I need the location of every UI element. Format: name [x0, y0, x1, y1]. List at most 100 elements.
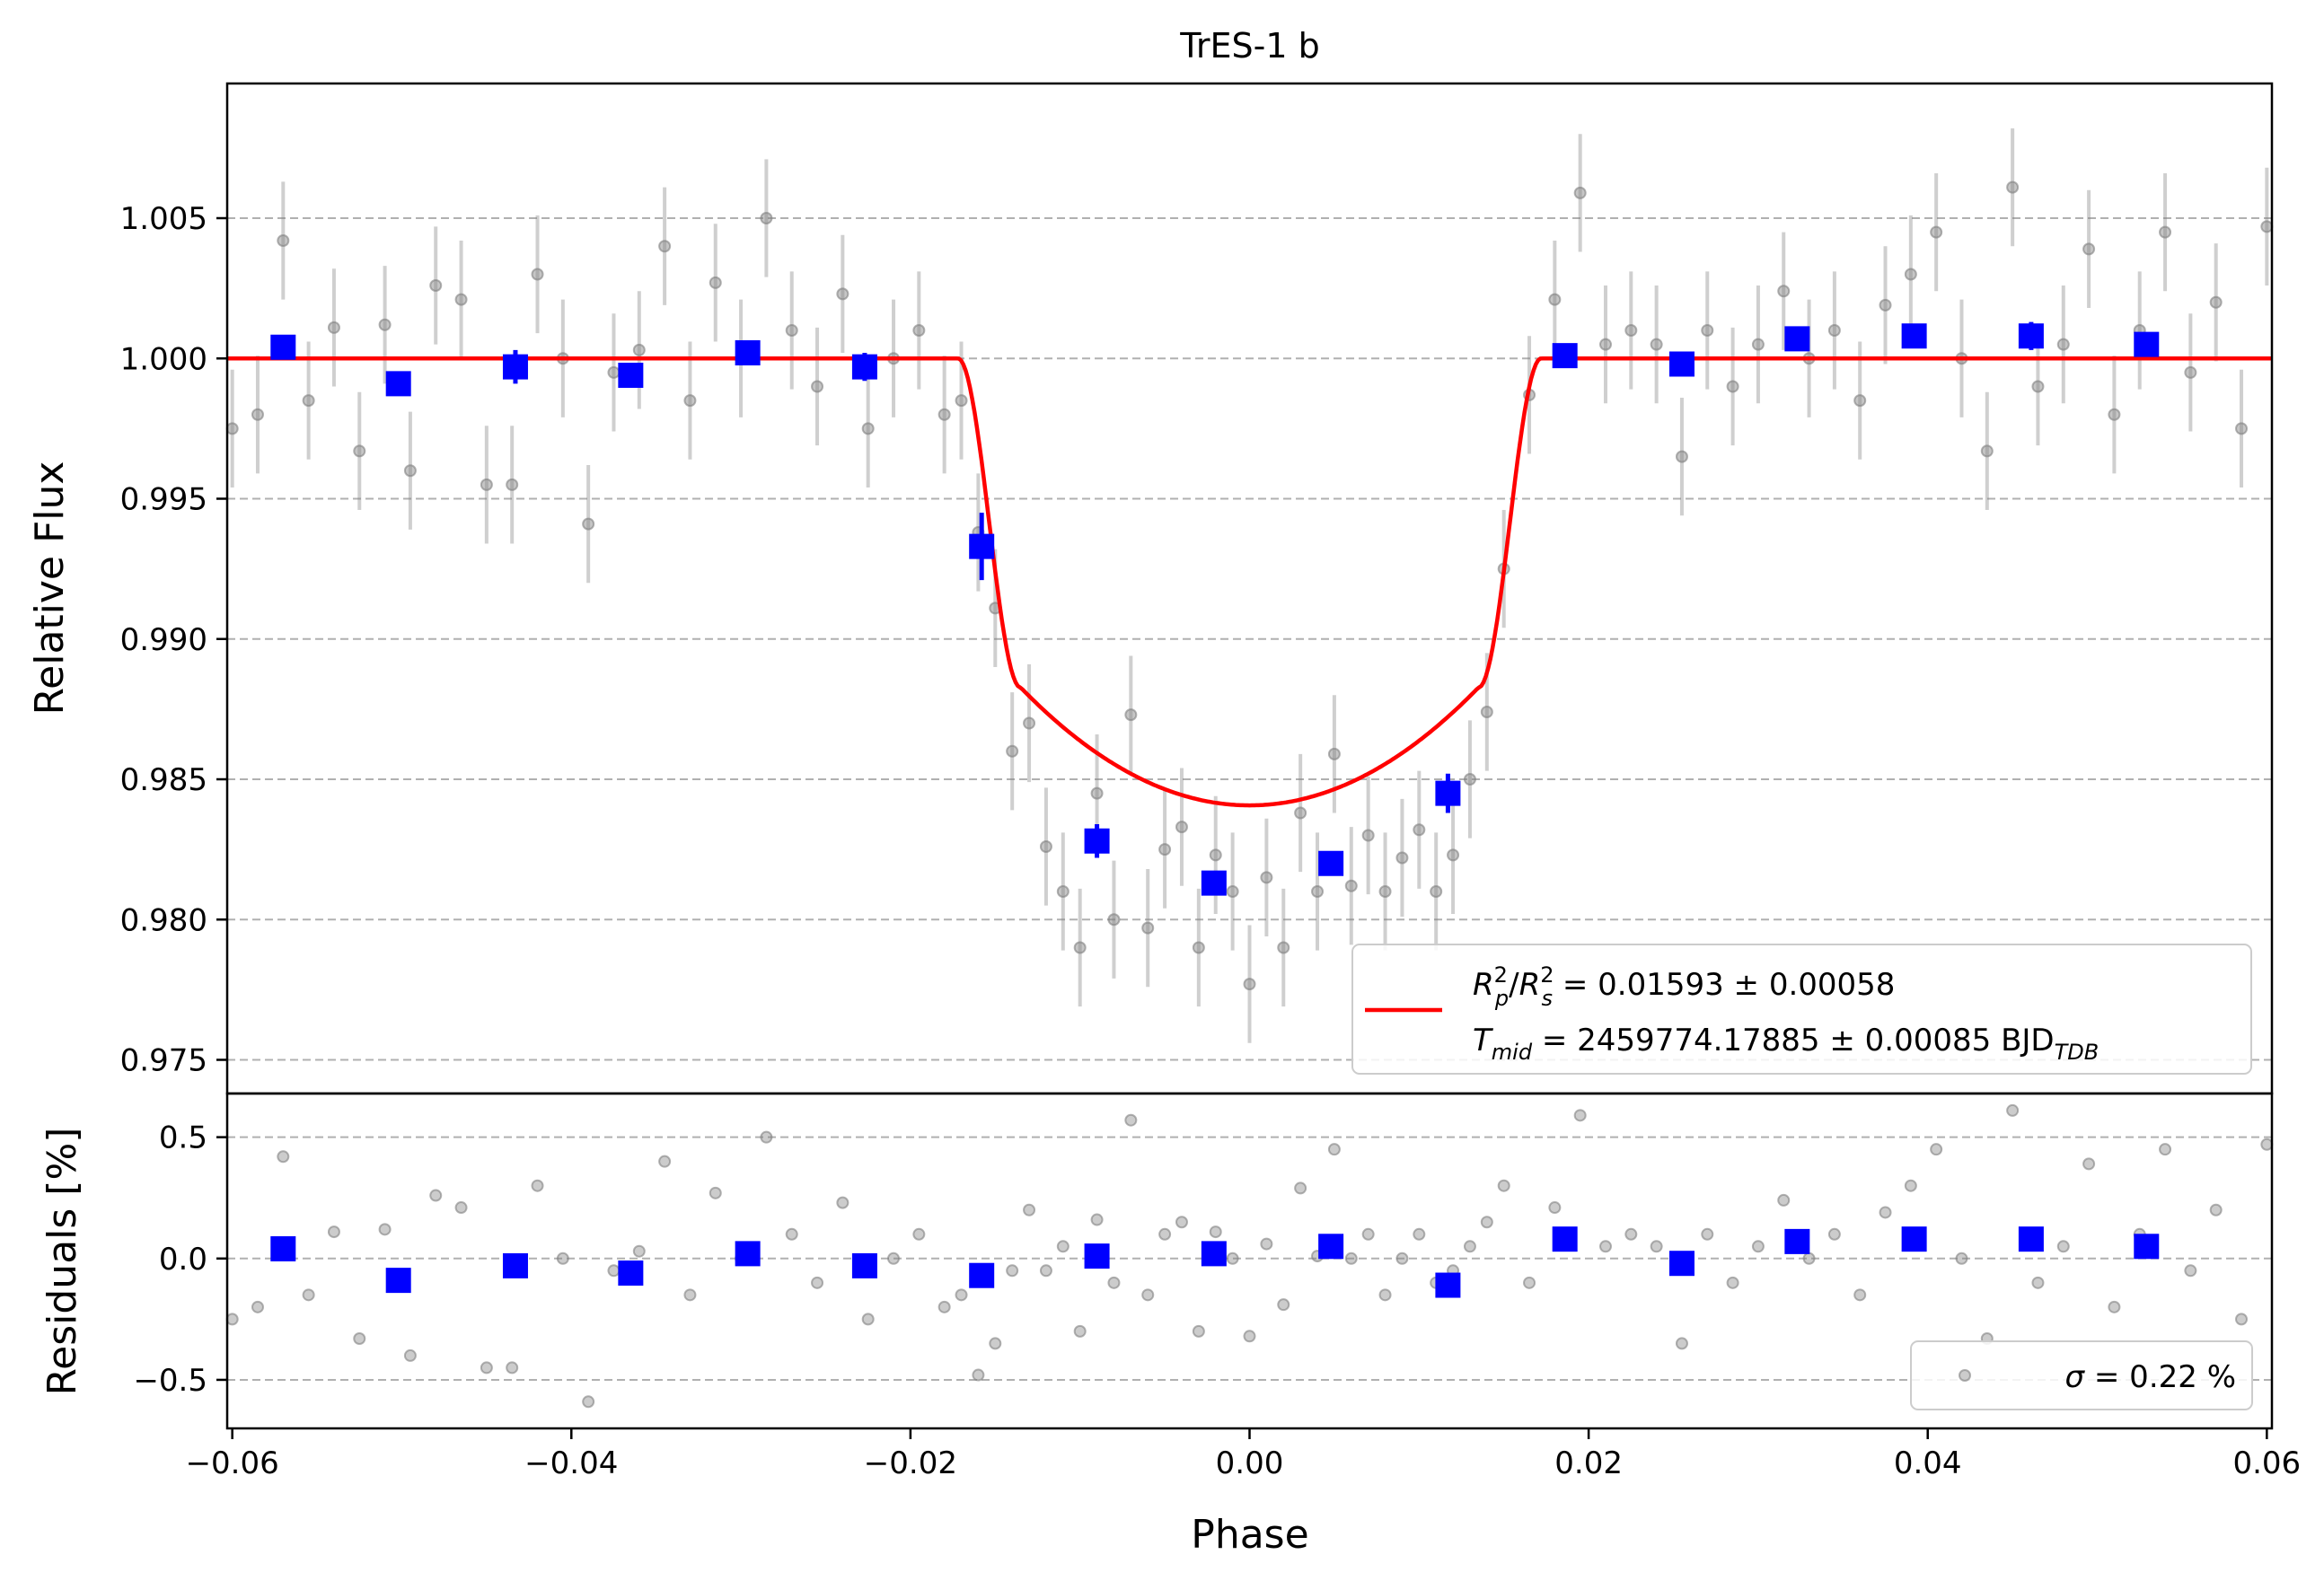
residual-point: [2184, 1264, 2197, 1278]
raw-flux-point: [506, 478, 519, 491]
raw-flux-point: [1294, 806, 1307, 820]
binned-residual-point: [1901, 1226, 1927, 1252]
top-y-tick-label: 0.980: [120, 902, 207, 938]
binned-flux-point: [1435, 780, 1461, 806]
x-tick-label: 0.02: [1554, 1445, 1623, 1481]
raw-flux-point: [378, 318, 392, 331]
binned-residual-point: [618, 1260, 644, 1287]
binned-flux-point: [502, 354, 528, 380]
residual-point: [2108, 1300, 2121, 1313]
residual-point: [938, 1300, 951, 1313]
raw-flux-point: [1226, 885, 1239, 898]
residual-point: [1573, 1109, 1587, 1122]
residual-point: [2056, 1240, 2070, 1253]
residual-point: [1056, 1240, 1070, 1253]
top-legend: R2 p/R2 s = 0.01593 ± 0.00058 Tmid = 24597…: [1351, 944, 2252, 1075]
raw-flux-point: [1192, 941, 1205, 954]
residual-point: [1107, 1276, 1121, 1289]
residual-point: [2235, 1313, 2249, 1326]
residual-point: [1624, 1227, 1638, 1241]
residual-point: [2006, 1103, 2020, 1117]
raw-flux-point: [1158, 843, 1172, 856]
raw-flux-point: [2082, 242, 2096, 256]
residual-point: [1726, 1276, 1739, 1289]
residual-point: [1853, 1288, 1867, 1302]
binned-flux-point: [1901, 323, 1927, 349]
raw-flux-point: [955, 394, 968, 408]
binned-residual-point: [1201, 1241, 1227, 1267]
raw-flux-point: [2184, 365, 2197, 379]
binned-residual-point: [1668, 1251, 1695, 1277]
raw-flux-point: [2260, 220, 2274, 233]
top-y-tick-label: 1.000: [120, 341, 207, 377]
raw-flux-point: [1107, 913, 1121, 927]
raw-flux-point: [1260, 871, 1273, 884]
binned-residual-point: [851, 1252, 877, 1278]
raw-flux-point: [1701, 324, 1714, 337]
raw-flux-point: [1624, 324, 1638, 337]
residual-point: [1523, 1276, 1536, 1289]
bottom-y-ticks: −0.5 0.0 0.5: [133, 1120, 227, 1399]
residual-point: [1827, 1227, 1841, 1241]
raw-flux-point: [403, 464, 417, 478]
residual-point: [582, 1395, 595, 1409]
x-axis-label: Phase: [1191, 1512, 1308, 1558]
top-y-tick-label: 1.005: [120, 201, 207, 237]
raw-flux-point: [1650, 338, 1663, 351]
legend-radius-ratio: R2 p/R2 s = 0.01593 ± 0.00058: [1473, 962, 1895, 1011]
residual-point: [1802, 1252, 1816, 1265]
residual-point: [887, 1252, 901, 1265]
residual-point: [1260, 1237, 1273, 1251]
residual-point: [632, 1244, 646, 1258]
residual-point: [1650, 1240, 1663, 1253]
raw-flux-point: [2108, 408, 2121, 421]
raw-flux-point: [454, 293, 468, 306]
binned-residual-point: [1084, 1243, 1110, 1269]
raw-flux-point: [1573, 186, 1587, 199]
x-tick-label: 0.00: [1216, 1445, 1284, 1481]
binned-flux-point: [1552, 343, 1578, 369]
residual-point: [1497, 1179, 1510, 1192]
top-y-axis-label: Relative Flux: [27, 461, 73, 716]
residual-point: [1378, 1288, 1392, 1302]
residual-point: [683, 1288, 697, 1302]
residual-point: [277, 1150, 290, 1164]
residual-point: [2031, 1276, 2045, 1289]
top-y-tick-label: 0.985: [120, 762, 207, 798]
residual-point: [760, 1130, 773, 1144]
raw-flux-point: [2159, 225, 2172, 239]
raw-flux-point: [1378, 885, 1392, 898]
raw-flux-point: [683, 394, 697, 408]
residual-point: [1751, 1240, 1765, 1253]
bottom-x-ticks: −0.06 −0.04 −0.02 0.00 0.02 0.04 0.06: [186, 1428, 2301, 1481]
legend-residual-marker: [1959, 1369, 1971, 1382]
binned-flux-point: [385, 371, 411, 397]
top-y-tick-label: 0.990: [120, 622, 207, 658]
binned-residual-point: [385, 1268, 411, 1294]
binned-residual-point: [270, 1235, 296, 1261]
binned-flux-point: [618, 363, 644, 388]
raw-flux-point: [251, 408, 264, 421]
binned-residual-point: [1784, 1228, 1810, 1254]
raw-flux-point: [327, 321, 340, 334]
residual-point: [1243, 1330, 1256, 1343]
raw-flux-point: [1124, 708, 1138, 722]
residual-raw-points: [225, 1103, 2274, 1409]
raw-flux-point: [2209, 295, 2223, 309]
raw-flux-point: [785, 324, 798, 337]
raw-flux-point: [1073, 941, 1087, 954]
binned-flux-point: [2134, 331, 2160, 357]
residual-point: [1039, 1264, 1052, 1278]
binned-residual-point: [735, 1241, 761, 1267]
raw-flux-point: [938, 408, 951, 421]
bottom-y-tick-label: 0.5: [159, 1120, 207, 1156]
x-tick-label: 0.04: [1894, 1445, 1962, 1481]
residual-point: [1930, 1143, 1943, 1156]
raw-flux-point: [1361, 829, 1375, 842]
residual-point: [1904, 1179, 1917, 1192]
top-y-ticks: 0.975 0.980 0.985 0.990 0.995 1.000 1.005: [120, 201, 227, 1079]
residual-point: [556, 1252, 569, 1265]
raw-flux-point: [2006, 180, 2020, 194]
residual-point: [1124, 1113, 1138, 1127]
bottom-y-tick-label: 0.0: [159, 1242, 207, 1278]
